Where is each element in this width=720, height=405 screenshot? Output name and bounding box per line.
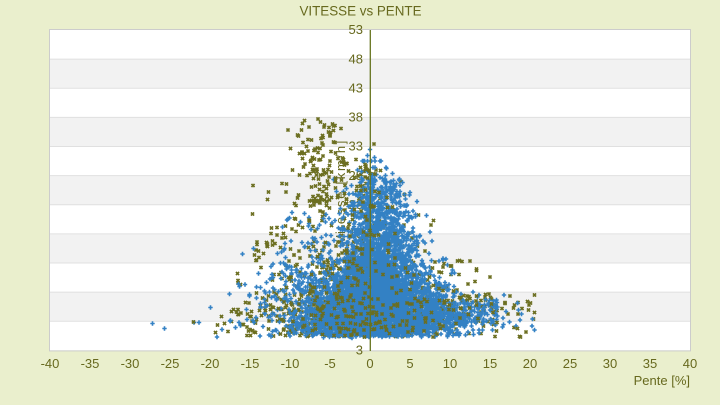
svg-text:25: 25 (563, 356, 577, 371)
svg-text:-35: -35 (81, 356, 100, 371)
svg-text:-10: -10 (281, 356, 300, 371)
svg-text:Pente [%]: Pente [%] (634, 373, 690, 388)
svg-text:-15: -15 (241, 356, 260, 371)
svg-text:-20: -20 (201, 356, 220, 371)
svg-text:VITESSE vs PENTE: VITESSE vs PENTE (299, 3, 421, 18)
svg-text:35: 35 (643, 356, 657, 371)
svg-text:20: 20 (523, 356, 537, 371)
svg-text:43: 43 (349, 81, 363, 96)
svg-text:-25: -25 (161, 356, 180, 371)
svg-text:30: 30 (603, 356, 617, 371)
svg-text:5: 5 (406, 356, 413, 371)
svg-text:15: 15 (483, 356, 497, 371)
svg-text:-5: -5 (324, 356, 336, 371)
svg-text:-40: -40 (41, 356, 60, 371)
svg-text:53: 53 (349, 22, 363, 37)
svg-text:38: 38 (349, 110, 363, 125)
svg-text:40: 40 (683, 356, 697, 371)
svg-text:3: 3 (356, 343, 363, 358)
svg-text:10: 10 (443, 356, 457, 371)
svg-text:-30: -30 (121, 356, 140, 371)
svg-text:48: 48 (349, 51, 363, 66)
svg-text:33: 33 (349, 139, 363, 154)
svg-text:0: 0 (366, 356, 373, 371)
